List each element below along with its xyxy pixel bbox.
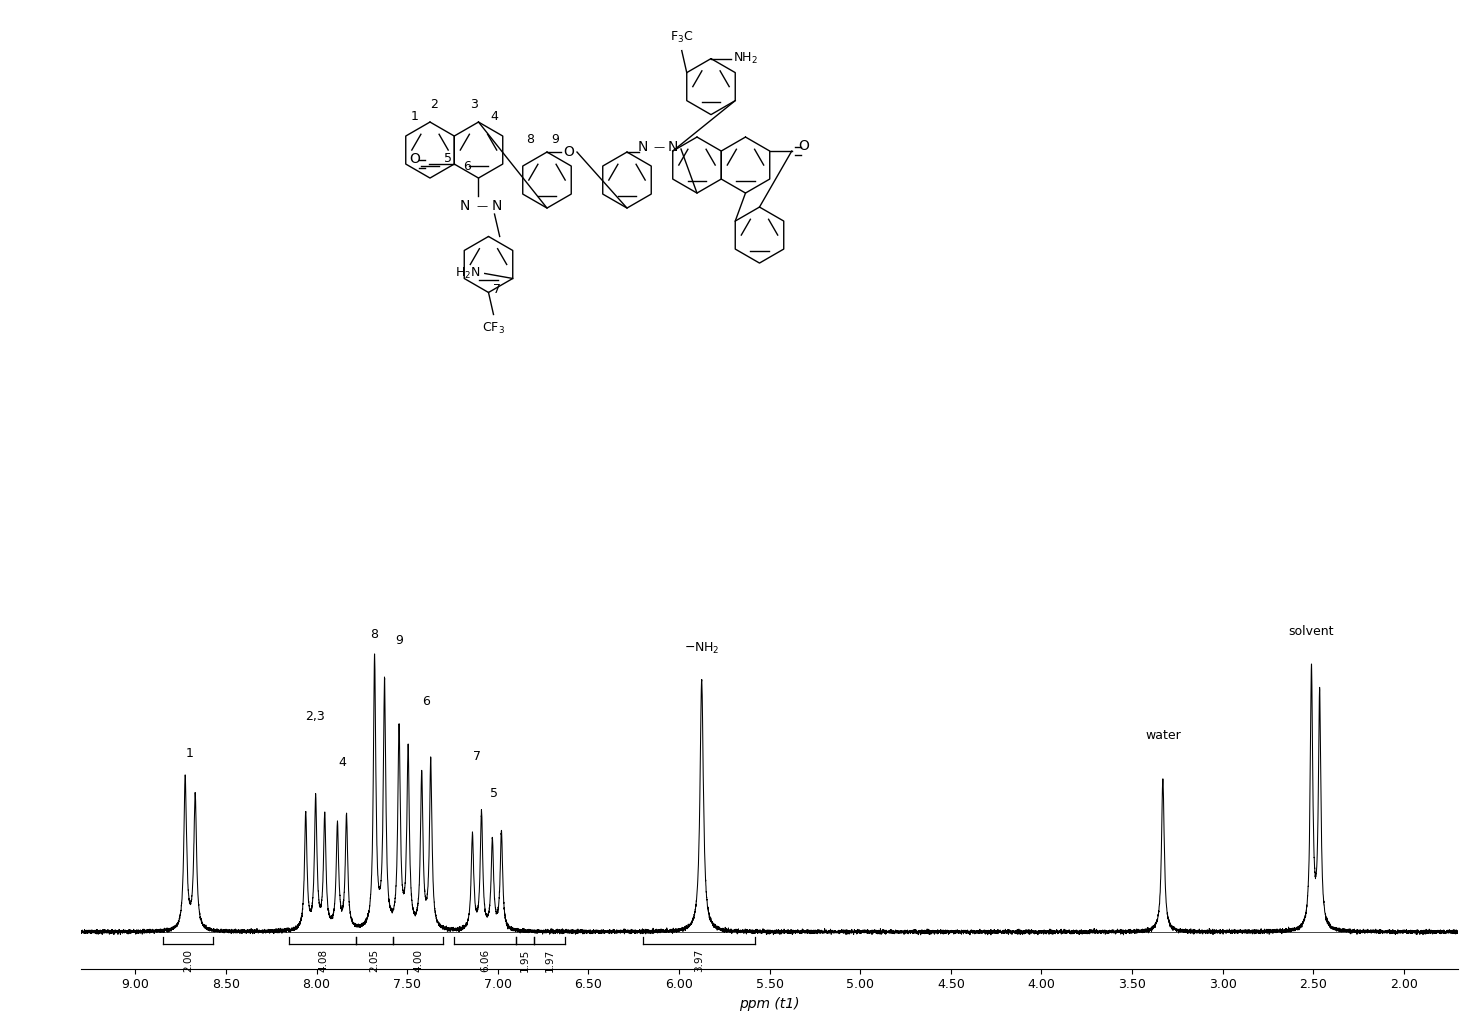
Text: $-$NH$_2$: $-$NH$_2$ bbox=[683, 641, 719, 656]
Text: O: O bbox=[409, 152, 420, 166]
Text: 6: 6 bbox=[464, 161, 471, 173]
Text: 9: 9 bbox=[551, 134, 560, 146]
Text: 3.97: 3.97 bbox=[694, 949, 704, 972]
Text: CF$_3$: CF$_3$ bbox=[482, 320, 505, 336]
Text: 4.08: 4.08 bbox=[318, 949, 328, 972]
Text: 2,3: 2,3 bbox=[305, 711, 324, 723]
Text: 5: 5 bbox=[491, 787, 498, 800]
Text: 9: 9 bbox=[395, 634, 404, 646]
Text: 1.95: 1.95 bbox=[520, 949, 530, 972]
Text: N: N bbox=[460, 199, 470, 213]
Text: solvent: solvent bbox=[1289, 625, 1335, 638]
Text: 4.00: 4.00 bbox=[412, 949, 423, 972]
Text: 1: 1 bbox=[186, 747, 193, 760]
Text: 4: 4 bbox=[491, 111, 498, 123]
Text: F$_3$C: F$_3$C bbox=[670, 29, 694, 45]
Text: 8: 8 bbox=[371, 628, 379, 640]
Text: 7: 7 bbox=[493, 283, 501, 296]
Text: 4: 4 bbox=[337, 756, 346, 770]
Text: O: O bbox=[564, 145, 574, 160]
Text: N: N bbox=[492, 199, 502, 213]
Text: —: — bbox=[477, 201, 488, 211]
Text: 5: 5 bbox=[443, 152, 452, 165]
Text: 2.00: 2.00 bbox=[183, 949, 193, 972]
Text: NH$_2$: NH$_2$ bbox=[734, 51, 759, 66]
Text: N: N bbox=[638, 140, 648, 154]
Text: 1: 1 bbox=[411, 111, 418, 123]
Text: 3: 3 bbox=[470, 98, 479, 112]
Text: water: water bbox=[1145, 729, 1181, 742]
Text: 6: 6 bbox=[423, 695, 430, 709]
Text: 1.97: 1.97 bbox=[545, 949, 554, 972]
Text: O: O bbox=[798, 139, 809, 153]
Text: —: — bbox=[654, 142, 664, 152]
Text: H$_2$N: H$_2$N bbox=[455, 266, 480, 281]
X-axis label: ppm (t1): ppm (t1) bbox=[739, 997, 800, 1011]
Text: 8: 8 bbox=[526, 134, 535, 146]
Text: 2: 2 bbox=[430, 98, 437, 112]
Text: 2.05: 2.05 bbox=[370, 949, 380, 972]
Text: 7: 7 bbox=[473, 750, 482, 764]
Text: N: N bbox=[667, 140, 678, 154]
Text: 6.06: 6.06 bbox=[480, 949, 491, 972]
